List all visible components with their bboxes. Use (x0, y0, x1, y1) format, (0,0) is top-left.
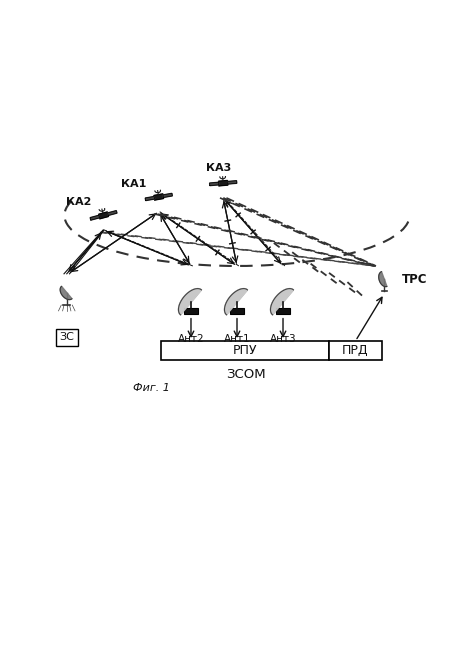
Text: ТРС: ТРС (402, 273, 427, 286)
Bar (276, 308, 290, 314)
Polygon shape (179, 289, 201, 315)
Polygon shape (145, 196, 155, 200)
Bar (161, 341, 329, 360)
Text: ЗС: ЗС (59, 332, 74, 342)
Text: РПУ: РПУ (233, 344, 257, 357)
Text: Ант2: Ант2 (178, 334, 204, 344)
Polygon shape (99, 212, 109, 219)
Polygon shape (379, 271, 387, 287)
Text: Фиг. 1: Фиг. 1 (134, 383, 170, 393)
Text: КА2: КА2 (65, 197, 91, 207)
Bar (184, 308, 198, 314)
Polygon shape (228, 181, 237, 184)
Polygon shape (271, 289, 293, 315)
Text: КА3: КА3 (206, 163, 231, 173)
Polygon shape (225, 289, 247, 315)
Text: Ант1: Ант1 (224, 334, 250, 344)
Polygon shape (90, 215, 100, 220)
Polygon shape (210, 182, 219, 186)
Polygon shape (60, 286, 72, 299)
Polygon shape (163, 194, 173, 198)
Bar (230, 308, 244, 314)
Polygon shape (271, 289, 293, 315)
Text: КА1: КА1 (121, 179, 146, 189)
Polygon shape (179, 289, 201, 315)
Polygon shape (108, 210, 117, 216)
Polygon shape (225, 289, 247, 315)
Text: Ант3: Ант3 (270, 334, 296, 344)
Text: ПРД: ПРД (342, 344, 369, 357)
Bar (329, 341, 382, 360)
Polygon shape (154, 194, 164, 200)
Polygon shape (219, 180, 228, 186)
Text: ЗСОМ: ЗСОМ (227, 368, 266, 381)
